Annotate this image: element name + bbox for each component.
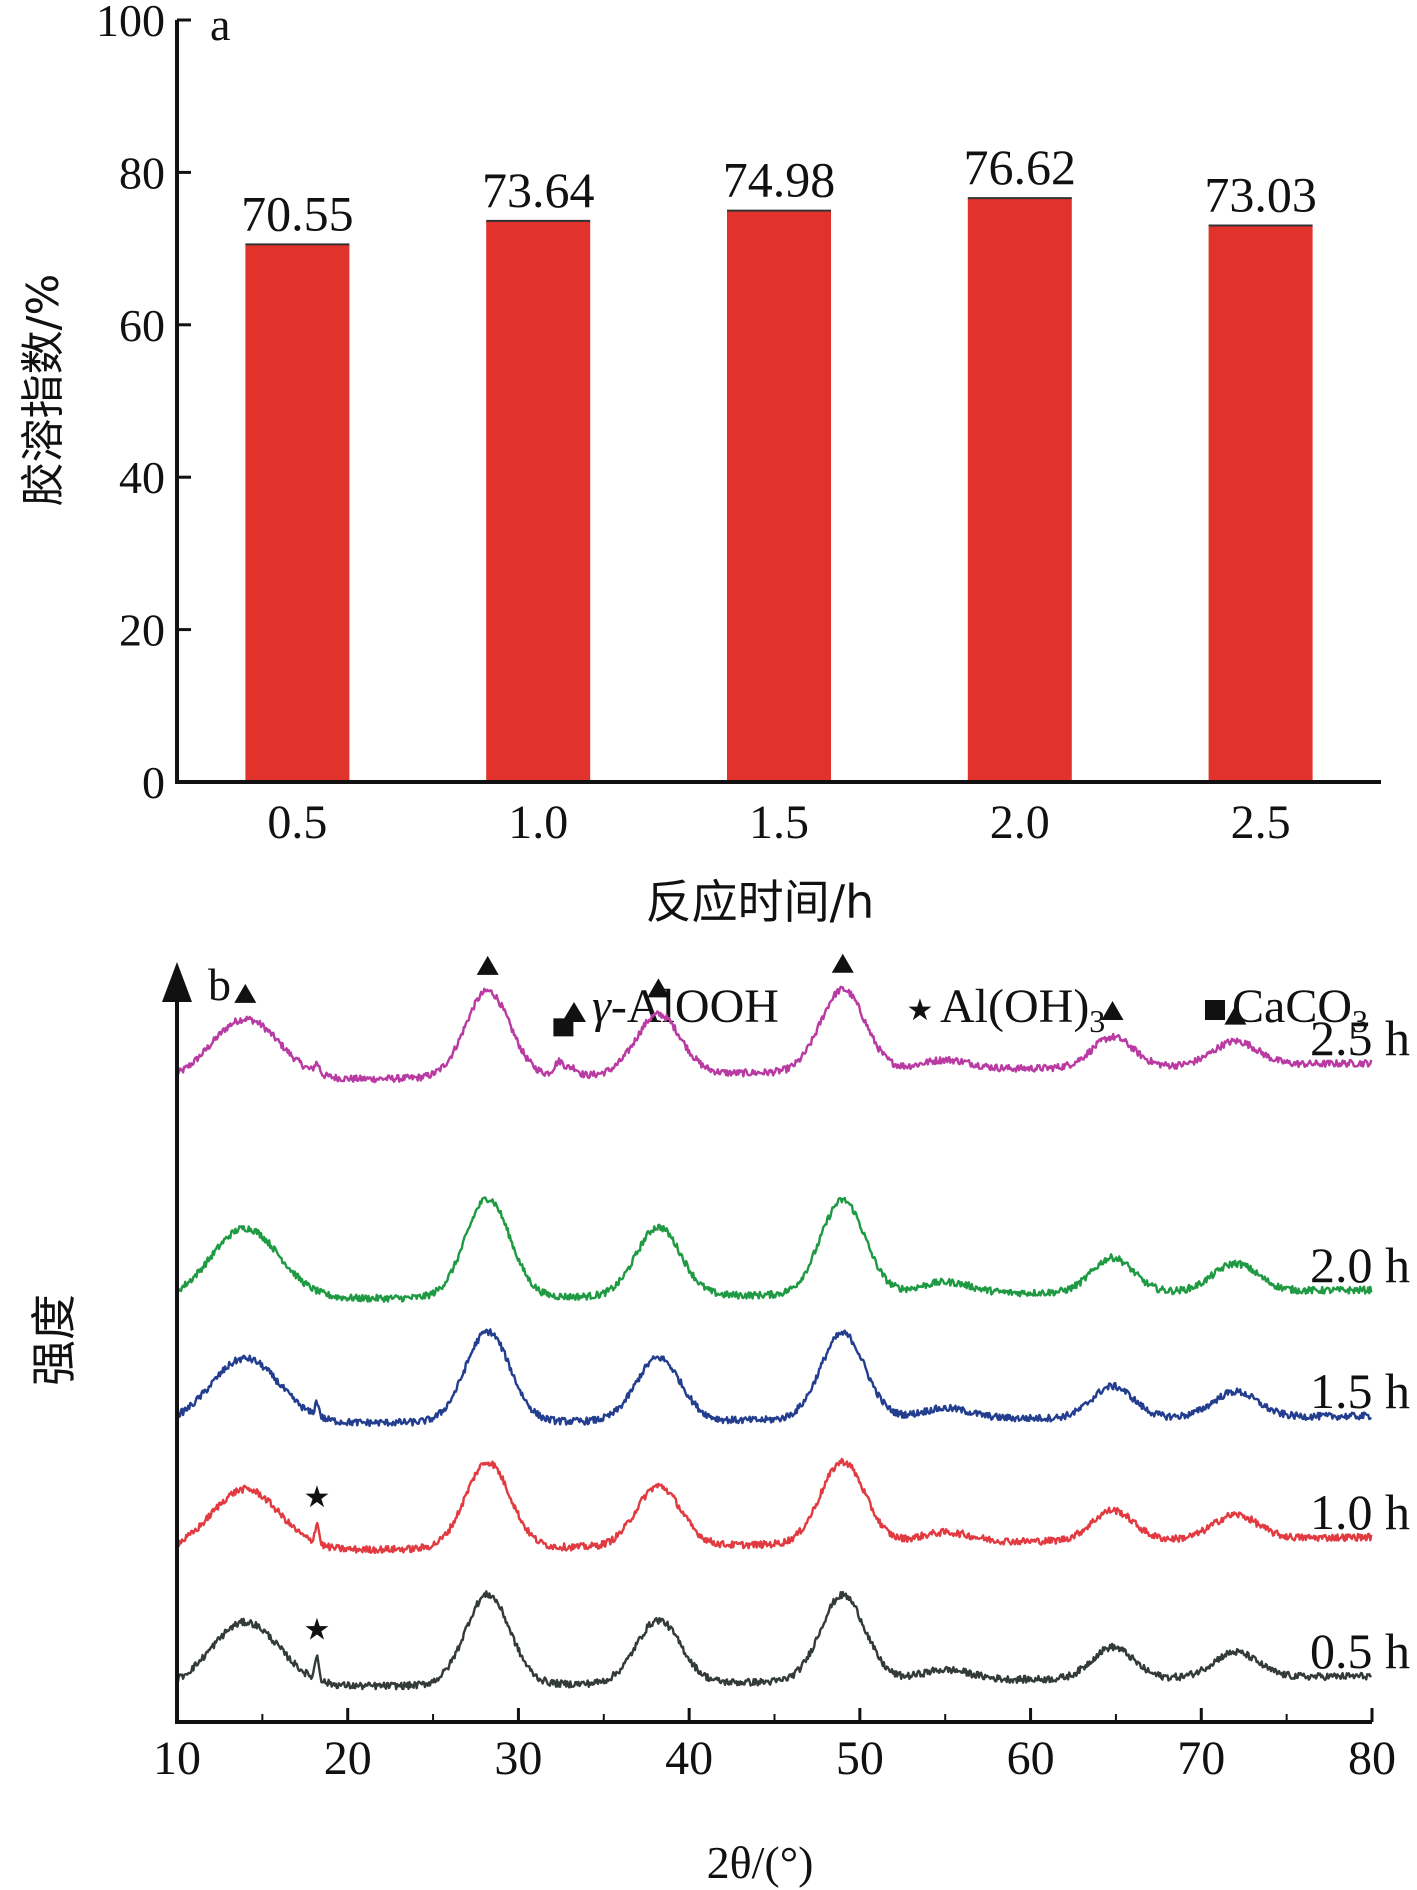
panel-a-label: a bbox=[210, 0, 230, 50]
panel-b-legend: γ-AlOOH ★ Al(OH)3 CaCO3 bbox=[562, 980, 1368, 1039]
series-label: 1.5 h bbox=[1310, 1363, 1410, 1419]
panel-a-data-label: 73.64 bbox=[482, 162, 595, 218]
xrd-curve bbox=[175, 1590, 1373, 1691]
gamma-alooh-peak-marker bbox=[234, 983, 257, 1003]
legend-star-marker: ★ bbox=[907, 993, 934, 1028]
panel-a-data-label: 74.98 bbox=[723, 152, 836, 208]
panel-b-label: b bbox=[208, 959, 231, 1010]
panel-a-x-ticks: 0.5 1.0 1.5 2.0 2.5 bbox=[267, 796, 1290, 849]
panel-a-bar bbox=[727, 210, 831, 782]
panel-b-x-tick-label: 30 bbox=[494, 1732, 542, 1785]
panel-b-series-labels: 2.5 h 2.0 h 1.5 h 1.0 h 0.5 h bbox=[1310, 1010, 1410, 1679]
panel-b-y-axis-arrow bbox=[162, 962, 192, 1002]
panel-a-y-tick-label: 60 bbox=[119, 300, 165, 351]
legend-triangle-marker bbox=[562, 1002, 586, 1022]
series-label: 0.5 h bbox=[1310, 1623, 1410, 1679]
panel-b-peak-markers: ★★ bbox=[234, 953, 1247, 1648]
panel-b-x-tick-label: 10 bbox=[153, 1732, 201, 1785]
legend-caco3: CaCO3 bbox=[1232, 980, 1368, 1039]
legend-square-marker bbox=[1205, 1000, 1225, 1020]
gamma-alooh-peak-marker bbox=[647, 978, 670, 998]
panel-a-xlabel: 反应时间/h bbox=[646, 875, 875, 929]
panel-a-y-tick-label: 80 bbox=[119, 147, 165, 198]
panel-a-bar bbox=[1208, 225, 1313, 782]
panel-b-x-tick-label: 40 bbox=[665, 1732, 713, 1785]
panel-b-ylabel: 强度 bbox=[27, 1294, 81, 1386]
panel-a-bar bbox=[967, 198, 1072, 783]
series-label: 1.0 h bbox=[1310, 1484, 1410, 1540]
caco3-peak-marker bbox=[553, 1018, 574, 1037]
panel-a-data-label: 70.55 bbox=[241, 185, 354, 241]
panel-b-x-tick-label: 60 bbox=[1007, 1732, 1055, 1785]
gamma-alooh-peak-marker bbox=[476, 955, 499, 975]
panel-a-bar bbox=[486, 220, 591, 782]
series-label: 2.0 h bbox=[1310, 1237, 1410, 1293]
panel-a-x-tick-label: 2.0 bbox=[990, 796, 1050, 849]
panel-a-bar bbox=[245, 244, 350, 782]
panel-a-x-tick-label: 2.5 bbox=[1231, 796, 1291, 849]
xrd-curve bbox=[176, 1196, 1373, 1303]
panel-a-y-tick-label: 0 bbox=[142, 757, 165, 808]
panel-a-ylabel: 胶溶指数/% bbox=[18, 274, 69, 507]
xrd-curve bbox=[175, 985, 1373, 1084]
panel-b-x-tick-label: 50 bbox=[836, 1732, 884, 1785]
gamma-alooh-peak-marker bbox=[831, 953, 854, 973]
panel-a-y-ticks: 0 20 40 60 80 100 bbox=[96, 0, 191, 808]
panel-a-data-label: 73.03 bbox=[1204, 167, 1317, 223]
panel-b-x-tick-label: 20 bbox=[324, 1732, 372, 1785]
al-oh3-peak-marker: ★ bbox=[304, 1480, 331, 1515]
panel-a-x-tick-label: 1.5 bbox=[749, 796, 809, 849]
legend-al-oh3: Al(OH)3 bbox=[940, 980, 1105, 1039]
legend-gamma-alooh: γ-AlOOH bbox=[592, 980, 779, 1033]
panel-a-x-tick-label: 1.0 bbox=[508, 796, 568, 849]
al-oh3-peak-marker: ★ bbox=[304, 1613, 331, 1648]
panel-b-xlabel: 2θ/(°) bbox=[707, 1837, 814, 1888]
panel-a-y-tick-label: 100 bbox=[96, 0, 165, 46]
panel-b-xrd-chart: b 强度 2θ/(°) γ-AlOOH ★ Al(OH)3 CaCO3 2.5 … bbox=[27, 953, 1410, 1888]
panel-a-bars: 70.55 73.64 74.98 76.62 73.03 bbox=[241, 139, 1317, 783]
panel-b-x-tick-label: 80 bbox=[1348, 1732, 1396, 1785]
panel-b-curves bbox=[175, 985, 1373, 1691]
panel-a-y-tick-label: 20 bbox=[119, 605, 165, 656]
panel-a-data-label: 76.62 bbox=[964, 139, 1077, 195]
panel-b-x-tick-label: 70 bbox=[1177, 1732, 1225, 1785]
xrd-curve bbox=[175, 1457, 1373, 1555]
xrd-curve bbox=[175, 1328, 1373, 1428]
panel-a-y-tick-label: 40 bbox=[119, 452, 165, 503]
panel-b-x-ticks: 10 20 30 40 50 60 70 80 bbox=[153, 1708, 1396, 1785]
panel-a-x-tick-label: 0.5 bbox=[267, 796, 327, 849]
gamma-alooh-peak-marker bbox=[1224, 1005, 1247, 1025]
series-label: 2.5 h bbox=[1310, 1010, 1410, 1066]
gamma-alooh-peak-marker bbox=[1101, 1001, 1124, 1021]
